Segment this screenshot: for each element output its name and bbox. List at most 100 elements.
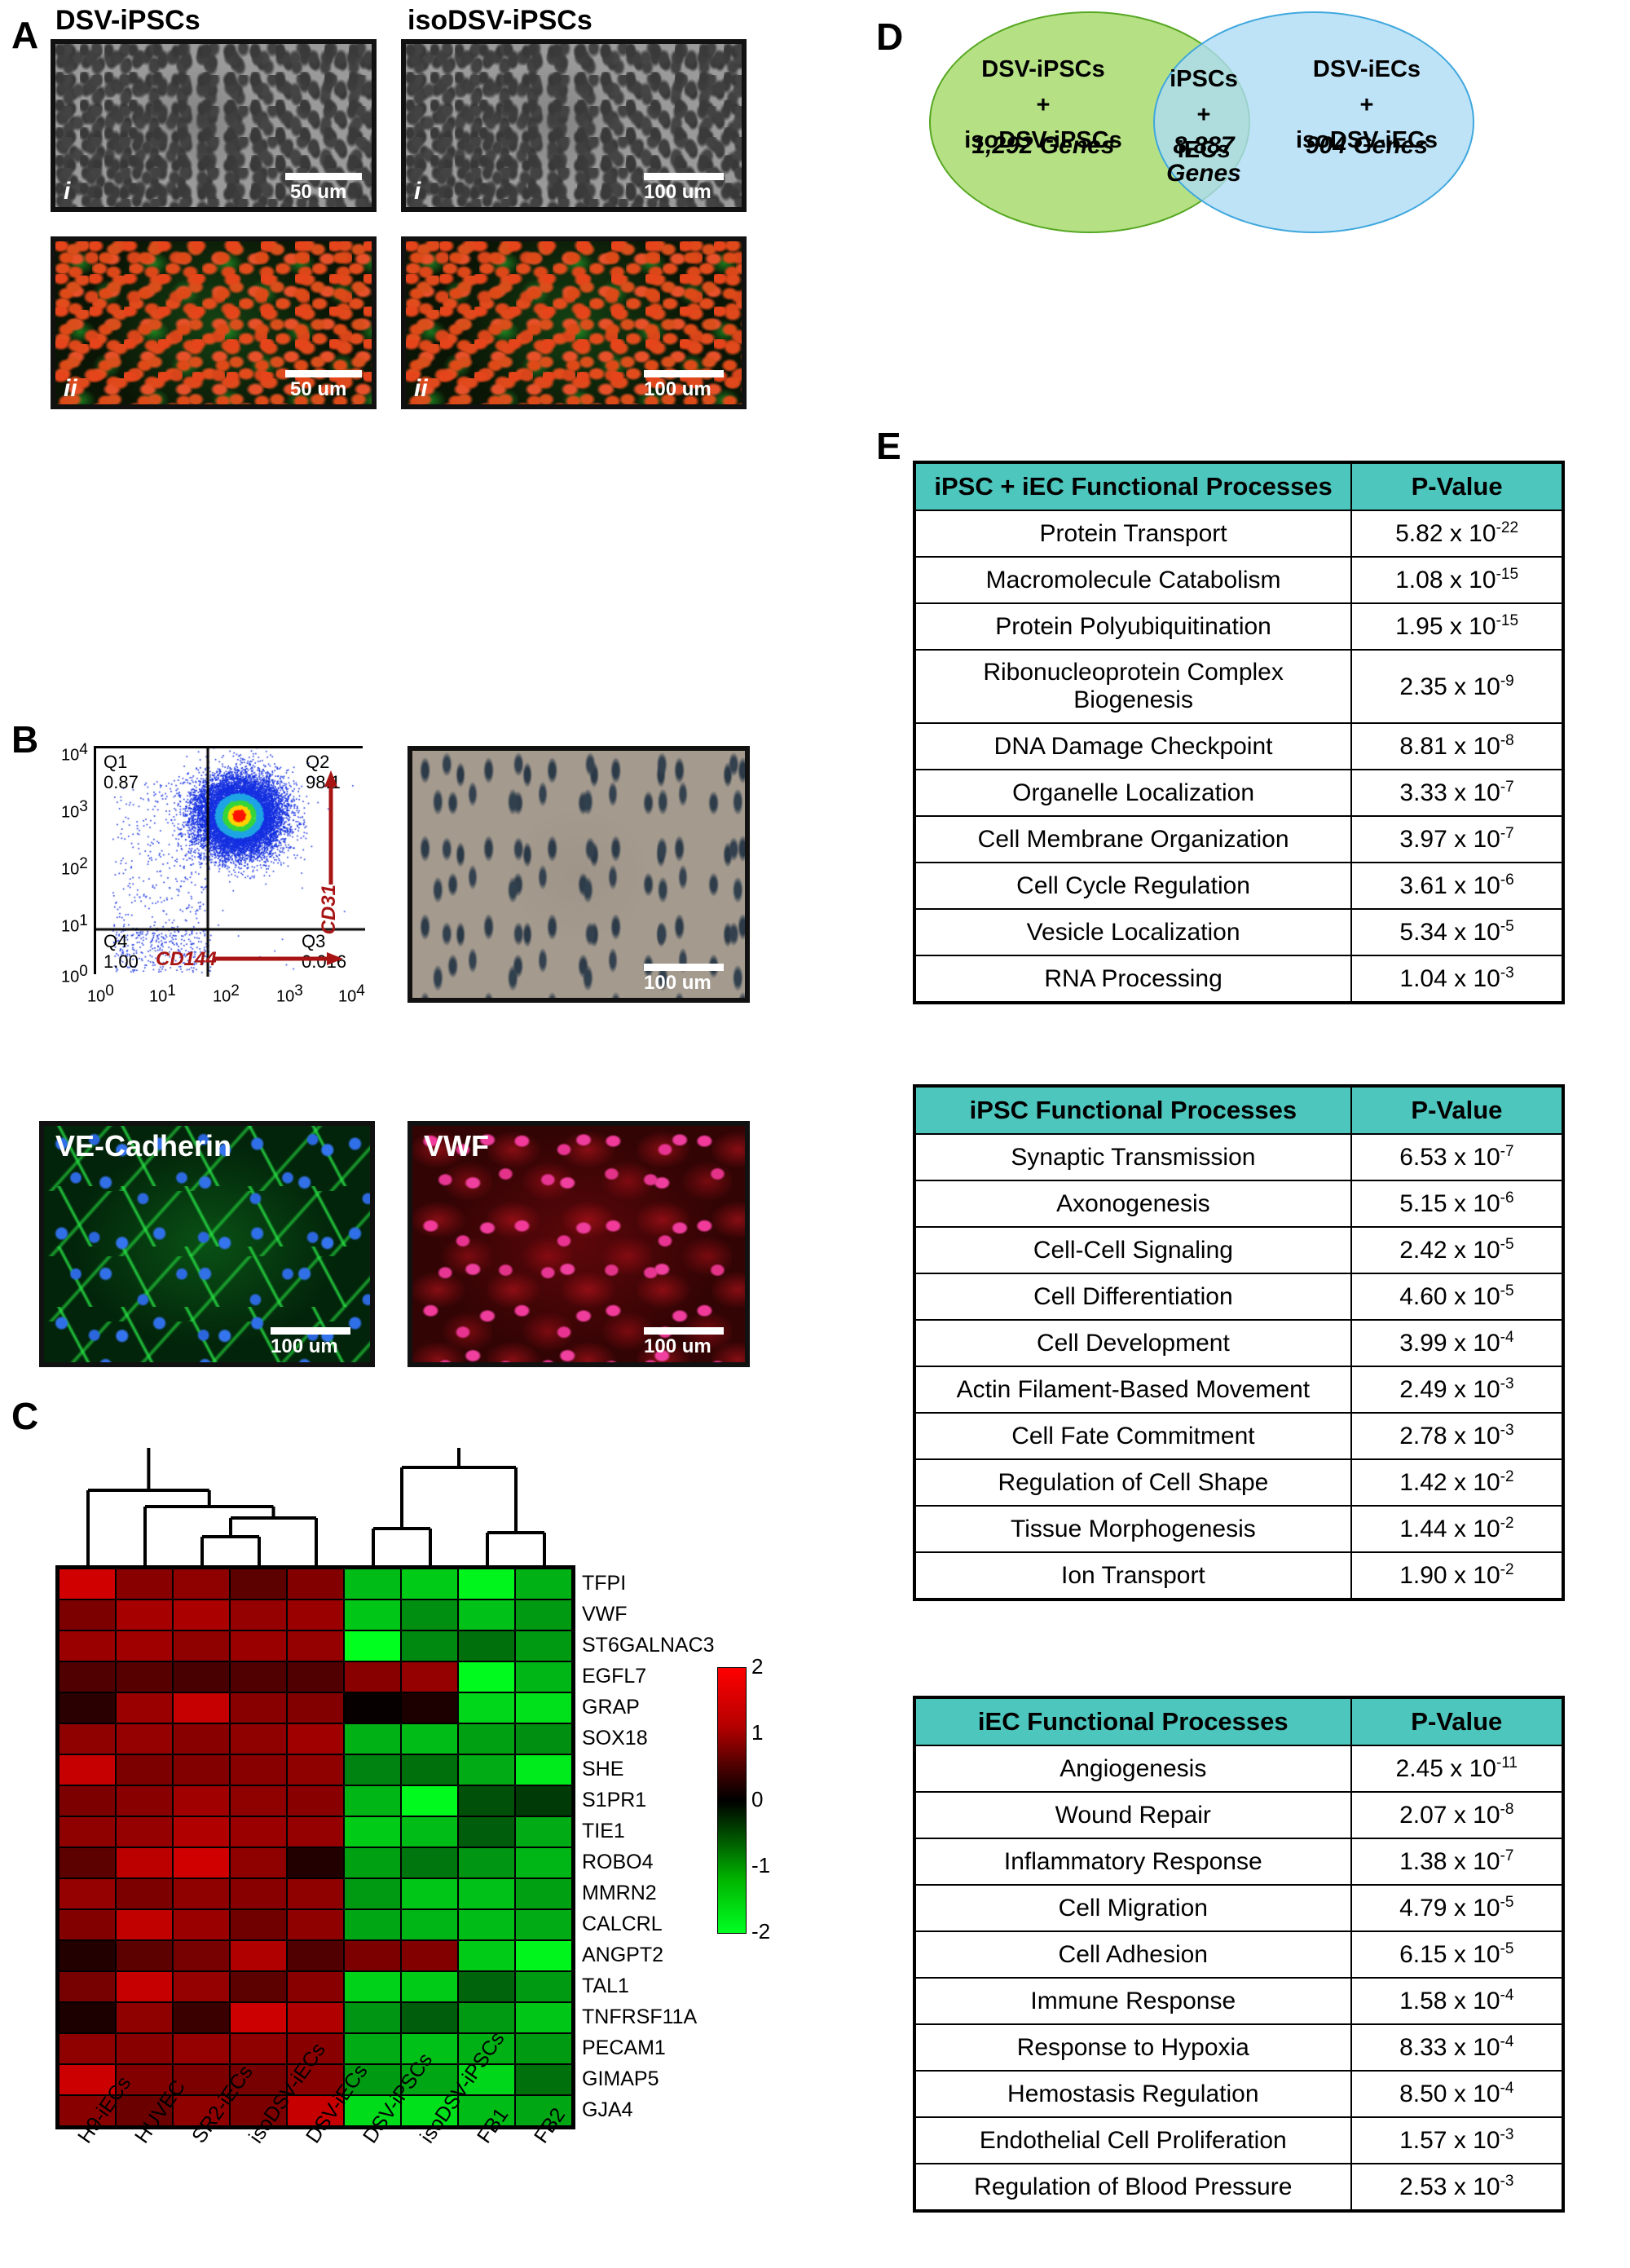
panel-a-col2-scaletext-i: 100 um [644, 181, 711, 204]
pvalue-exponent: -15 [1496, 612, 1518, 629]
heatmap-cell [117, 2003, 172, 2032]
colorbar-tick-label: -1 [751, 1853, 770, 1878]
heatmap-gene-label: TAL1 [582, 1975, 629, 1998]
heatmap-cell [402, 1569, 457, 1599]
pvalue-mantissa: 2.53 x 10 [1399, 2173, 1500, 2200]
heatmap-cell [174, 2034, 229, 2063]
heatmap-cell [345, 2003, 400, 2032]
table-cell-pvalue: 2.07 x 10-8 [1351, 1792, 1563, 1838]
panel-b-letter: B [11, 717, 38, 761]
pvalue-mantissa: 6.53 x 10 [1399, 1144, 1500, 1171]
pvalue-mantissa: 2.78 x 10 [1399, 1423, 1500, 1449]
heatmap-cell [402, 1631, 457, 1661]
heatmap-cell [117, 1786, 172, 1816]
heatmap-cell [174, 1724, 229, 1754]
heatmap-cell [345, 1941, 400, 1970]
heatmap-cell [231, 1817, 286, 1847]
panel-b-vwf-tag: VWF [424, 1129, 489, 1163]
heatmap-cell [288, 1600, 343, 1630]
table-cell-process: Protein Transport [914, 510, 1351, 557]
heatmap-cell [231, 1662, 286, 1692]
table-cell-pvalue: 6.15 x 10-5 [1351, 1931, 1563, 1978]
table-cell-process: Organelle Localization [914, 770, 1351, 816]
heatmap-cell [59, 2034, 115, 2063]
table-cell-process: RNA Processing [914, 955, 1351, 1003]
heatmap-cell [459, 1817, 514, 1847]
table-cell-pvalue: 1.44 x 10-2 [1351, 1506, 1563, 1552]
heatmap-cell [459, 1693, 514, 1723]
flow-xtick-3: 103 [276, 982, 303, 1007]
table-cell-process: Actin Filament-Based Movement [914, 1366, 1351, 1413]
heatmap-cell [516, 2034, 571, 2063]
heatmap-cell [288, 2003, 343, 2032]
panel-a-col1-scaletext-i: 50 um [290, 181, 346, 204]
heatmap-cell [174, 2003, 229, 2032]
heatmap-cell [402, 1972, 457, 2001]
heatmap-cell [288, 1755, 343, 1785]
table-row: Cell Adhesion 6.15 x 10-5 [914, 1931, 1563, 1978]
heatmap-cell [402, 1786, 457, 1816]
table-row: Regulation of Blood Pressure 2.53 x 10-3 [914, 2164, 1563, 2211]
table-row: RNA Processing 1.04 x 10-3 [914, 955, 1563, 1003]
heatmap-cell [117, 1724, 172, 1754]
venn-left-line2: + [1037, 92, 1051, 118]
pvalue-exponent: -15 [1496, 566, 1518, 583]
table-row: Cell Fate Commitment 2.78 x 10-3 [914, 1413, 1563, 1459]
heatmap-cell [516, 1631, 571, 1661]
table-header-process: iPSC + iEC Functional Processes [914, 462, 1351, 510]
pvalue-mantissa: 8.33 x 10 [1399, 2034, 1500, 2061]
q4-name: Q4 [104, 931, 127, 951]
table-cell-process: Regulation of Cell Shape [914, 1459, 1351, 1506]
q1-name: Q1 [104, 752, 127, 772]
heatmap-cell [345, 1879, 400, 1908]
pvalue-exponent: -3 [1500, 2173, 1514, 2190]
endothelial-phase-texture [412, 751, 745, 998]
heatmap-gene-label: SHE [582, 1758, 623, 1781]
pvalue-exponent: -4 [1500, 1329, 1514, 1346]
heatmap-gene-label: SOX18 [582, 1727, 648, 1750]
heatmap-cell [288, 1848, 343, 1877]
table-row: Endothelial Cell Proliferation 1.57 x 10-… [914, 2117, 1563, 2164]
heatmap-cell [231, 1941, 286, 1970]
table-cell-process: Immune Response [914, 1978, 1351, 2024]
heatmap-cell [459, 1662, 514, 1692]
table-row: Actin Filament-Based Movement 2.49 x 10-3 [914, 1366, 1563, 1413]
table-cell-process: Ribonucleoprotein Complex Biogenesis [914, 650, 1351, 723]
table-row: Cell Differentiation 4.60 x 10-5 [914, 1273, 1563, 1320]
table-cell-process: Synaptic Transmission [914, 1134, 1351, 1180]
table-cell-pvalue: 1.42 x 10-2 [1351, 1459, 1563, 1506]
heatmap-cell [231, 1631, 286, 1661]
pvalue-exponent: -3 [1500, 1422, 1514, 1439]
heatmap-gene-label: S1PR1 [582, 1789, 646, 1812]
pvalue-mantissa: 1.08 x 10 [1395, 567, 1496, 593]
table-cell-process: Cell Cycle Regulation [914, 863, 1351, 909]
cd31-arrow-icon [324, 770, 338, 885]
heatmap-cell [288, 1817, 343, 1847]
heatmap-cell [174, 1755, 229, 1785]
pvalue-exponent: -6 [1500, 1189, 1514, 1207]
table-cell-process: Cell Migration [914, 1885, 1351, 1931]
flow-ytick-4: 104 [61, 741, 88, 766]
heatmap-cell [345, 1755, 400, 1785]
flow-xtick-4: 104 [338, 982, 365, 1007]
pvalue-exponent: -3 [1500, 964, 1514, 982]
venn-left-count: 1,292 Genes [941, 132, 1145, 160]
heatmap-cell [345, 1848, 400, 1877]
heatmap-cell [402, 1848, 457, 1877]
flow-quadrant-q1: Q1 0.87 [104, 752, 139, 792]
heatmap-gene-label: MMRN2 [582, 1882, 657, 1905]
panel-a-col2-title: isoDSV-iPSCs [408, 5, 593, 37]
heatmap-gene-label: GRAP [582, 1696, 640, 1719]
heatmap-cell [516, 2065, 571, 2094]
heatmap-cell [459, 1848, 514, 1877]
pvalue-mantissa: 6.15 x 10 [1399, 1941, 1500, 1968]
table-row: Cell Membrane Organization 3.97 x 10-7 [914, 816, 1563, 863]
pvalue-mantissa: 1.90 x 10 [1399, 1562, 1500, 1589]
heatmap-gene-label: ROBO4 [582, 1851, 654, 1874]
heatmap-cell [117, 1600, 172, 1630]
heatmap-gene-label: TFPI [582, 1572, 626, 1595]
cd144-arrow-icon [213, 951, 343, 966]
pvalue-mantissa: 3.33 x 10 [1399, 779, 1500, 806]
heatmap-cell [117, 1972, 172, 2001]
table-row: Tissue Morphogenesis 1.44 x 10-2 [914, 1506, 1563, 1552]
